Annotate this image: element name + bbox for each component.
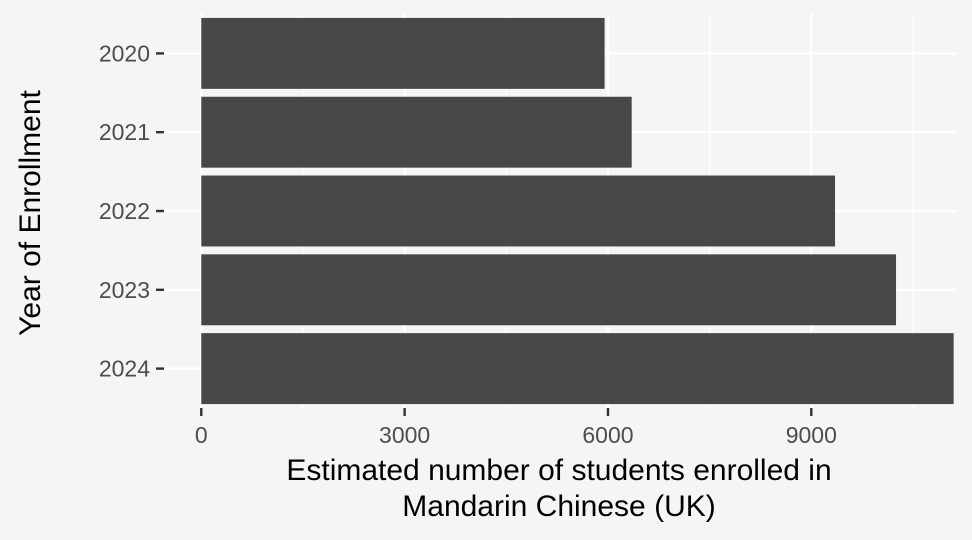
- bar-2022: [201, 175, 836, 247]
- y-tick-label: 2020: [99, 40, 150, 66]
- x-tick-label: 0: [195, 422, 208, 448]
- bar-2023: [201, 254, 897, 326]
- x-axis: 0 3000 6000 9000: [195, 408, 837, 448]
- bars: [201, 17, 954, 405]
- y-tick-label: 2022: [99, 198, 150, 224]
- x-axis-title-line-2: Mandarin Chinese (UK): [402, 490, 715, 523]
- x-axis-title-line-1: Estimated number of students enrolled in: [286, 454, 831, 487]
- y-axis: 2020 2021 2022 2023 2024: [99, 40, 164, 382]
- y-axis-title: Year of Enrollment: [14, 89, 47, 335]
- x-tick-label: 6000: [582, 422, 633, 448]
- y-tick-label: 2024: [99, 356, 150, 382]
- x-tick-label: 9000: [786, 422, 837, 448]
- bar-2021: [201, 96, 632, 168]
- bar-2020: [201, 17, 605, 89]
- y-tick-label: 2023: [99, 277, 150, 303]
- y-tick-label: 2021: [99, 119, 150, 145]
- bar-2024: [201, 333, 954, 405]
- x-tick-label: 3000: [379, 422, 430, 448]
